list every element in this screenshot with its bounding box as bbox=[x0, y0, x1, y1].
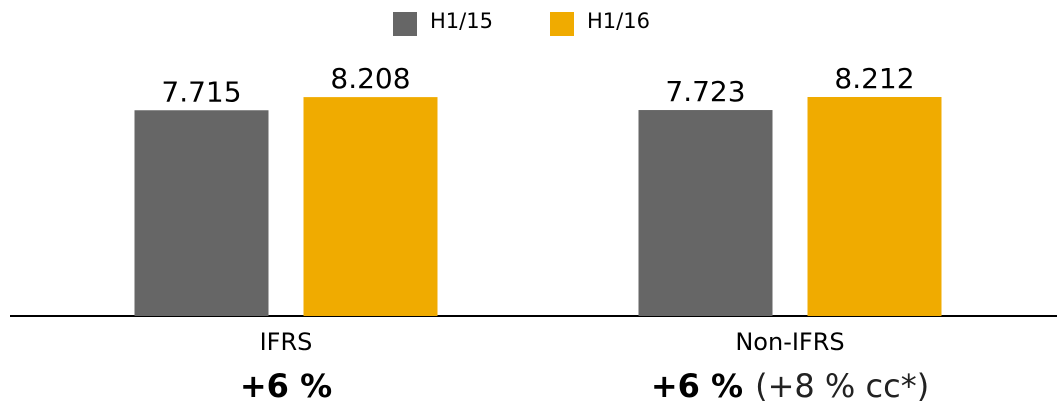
change: +6 % bbox=[651, 367, 743, 405]
bar bbox=[638, 110, 773, 316]
detail: (+8 % cc*) bbox=[755, 367, 929, 405]
change: +6 % bbox=[240, 367, 332, 405]
category-label: IFRS bbox=[260, 328, 313, 356]
bar bbox=[807, 97, 942, 316]
bar bbox=[134, 110, 269, 316]
legend-label: H1/15 bbox=[430, 9, 493, 33]
value-label: 7.723 bbox=[665, 75, 745, 108]
value-label: 8.208 bbox=[330, 62, 410, 95]
group-note: +6 % (+8 % cc*) bbox=[651, 367, 929, 405]
category-label: Non-IFRS bbox=[735, 328, 844, 356]
legend-swatch bbox=[550, 12, 574, 36]
value-label: 7.715 bbox=[161, 75, 241, 108]
bar bbox=[303, 97, 438, 316]
legend-label: H1/16 bbox=[587, 9, 650, 33]
group-note: +6 % bbox=[240, 367, 332, 405]
value-label: 8.212 bbox=[834, 62, 914, 95]
legend-swatch bbox=[393, 12, 417, 36]
